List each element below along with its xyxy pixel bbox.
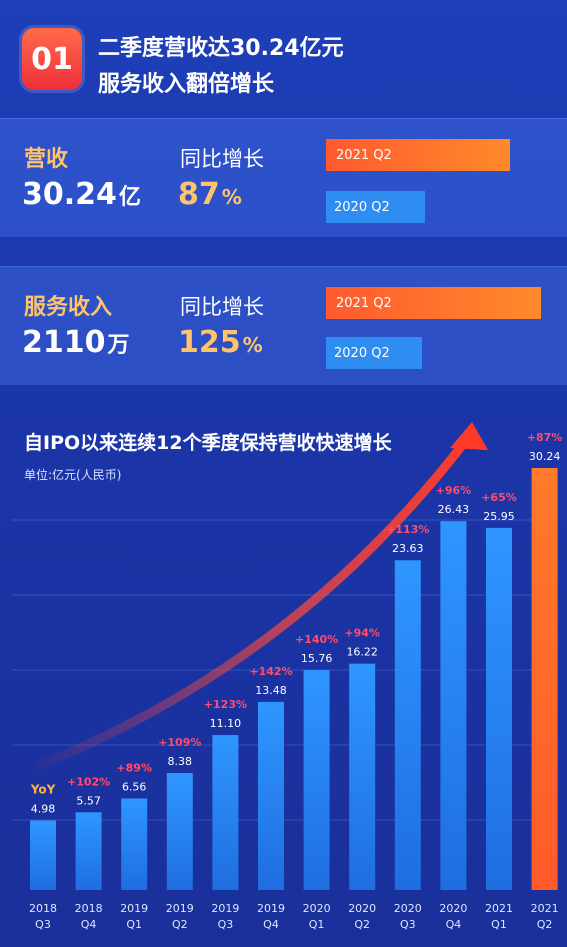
x-tick-year: 2018 [75,902,103,915]
revenue-yoy-number: 87 [178,177,220,212]
service-value-unit: 万 [107,333,130,358]
bar-yoy-label: +87% [527,431,563,444]
bar-yoy-label: +89% [116,761,152,774]
bar-yoy-label: +123% [204,698,247,711]
bar-yoy-label: +94% [344,627,380,640]
service-panel: 服务收入 2110万 同比增长 125% 2021 Q2 2020 Q2 [0,266,567,385]
bar-yoy-label: +65% [481,491,517,504]
x-tick-year: 2020 [394,902,422,915]
x-tick-quarter: Q4 [81,918,97,931]
bar-value-label: 13.48 [255,684,287,697]
x-tick-quarter: Q1 [309,918,325,931]
x-tick-quarter: Q2 [354,918,370,931]
revenue-yoy-label: 同比增长 [180,147,264,171]
bar-yoy-label: +142% [249,665,292,678]
bar-value-label: 25.95 [483,510,515,523]
bar [394,560,421,890]
bar-yoy-label: +96% [436,484,472,497]
x-tick-year: 2021 [531,902,559,915]
bar-value-label: 8.38 [168,755,193,768]
bar-yoy-label: +140% [295,633,338,646]
service-bar-previous: 2020 Q2 [326,337,422,369]
revenue-bar-chart: 4.98 YoY 2018 Q3 5.57 +102% 2018 Q4 6.56 +89% 2019… [12,422,563,931]
revenue-bar-previous: 2020 Q2 [326,191,425,223]
service-value: 2110万 [22,325,130,360]
x-tick-quarter: Q4 [446,918,462,931]
bar [349,663,376,890]
growth-arrow [35,430,475,770]
x-tick-quarter: Q2 [172,918,188,931]
revenue-panel: 营收 30.24亿 同比增长 87% 2021 Q2 2020 Q2 [0,118,567,237]
headline-line-2: 服务收入翻倍增长 [98,72,275,97]
x-tick-year: 2021 [485,902,513,915]
revenue-yoy-unit: % [221,185,242,209]
bar-yoy-label: +109% [158,736,201,749]
bar-value-label: 4.98 [31,803,56,816]
revenue-label: 营收 [24,147,69,172]
x-tick-year: 2019 [166,902,194,915]
revenue-value-unit: 亿 [118,185,141,210]
revenue-value-number: 30.24 [22,177,117,212]
headline-line-1: 二季度营收达30.24亿元 [98,36,344,61]
service-yoy-label: 同比增长 [180,295,264,319]
bar [258,701,284,890]
bar [75,812,102,890]
bar-value-label: 11.10 [210,717,242,730]
bar-value-label: 23.63 [392,542,424,555]
x-tick-year: 2019 [211,902,239,915]
chart-unit-label: 单位:亿元(人民币) [24,468,122,482]
bar-yoy-label: +102% [67,775,110,788]
section-number-badge: 01 [22,28,82,90]
bar-value-label: 15.76 [301,652,333,665]
x-tick-year: 2020 [303,902,331,915]
x-tick-quarter: Q1 [126,918,142,931]
bar [121,798,148,890]
service-yoy-unit: % [242,333,263,357]
service-yoy-value: 125% [178,325,263,360]
yoy-header-label: YoY [30,783,56,797]
revenue-yoy-value: 87% [178,177,242,212]
service-bar-current: 2021 Q2 [326,287,541,319]
chart-title: 自IPO以来连续12个季度保持营收快速增长 [24,432,392,454]
header: 01 二季度营收达30.24亿元 服务收入翻倍增长 [0,0,567,108]
x-tick-year: 2019 [257,902,285,915]
x-tick-quarter: Q2 [537,918,553,931]
bar [486,527,512,890]
bar-value-label: 6.56 [122,780,147,793]
growth-arrow-head [450,422,488,450]
x-tick-year: 2020 [439,902,467,915]
bar-value-label: 26.43 [438,503,470,516]
revenue-bar-current: 2021 Q2 [326,139,510,171]
x-tick-year: 2018 [29,902,57,915]
revenue-value: 30.24亿 [22,177,141,212]
service-yoy-number: 125 [178,325,241,360]
x-tick-year: 2019 [120,902,148,915]
bar-value-label: 30.24 [529,450,561,463]
service-value-number: 2110 [22,325,106,360]
x-tick-quarter: Q4 [263,918,279,931]
bar-yoy-label: +113% [386,523,429,536]
service-label: 服务收入 [24,295,113,320]
bar [440,521,467,890]
bar-value-label: 5.57 [76,794,101,807]
bar [30,820,56,890]
bar [212,735,239,890]
bar [531,468,558,890]
x-tick-quarter: Q3 [400,918,416,931]
x-tick-quarter: Q3 [218,918,234,931]
x-tick-year: 2020 [348,902,376,915]
bar [303,670,330,890]
x-tick-quarter: Q1 [491,918,507,931]
x-tick-quarter: Q3 [35,918,51,931]
bar-value-label: 16.22 [346,646,378,659]
bar [166,773,193,890]
